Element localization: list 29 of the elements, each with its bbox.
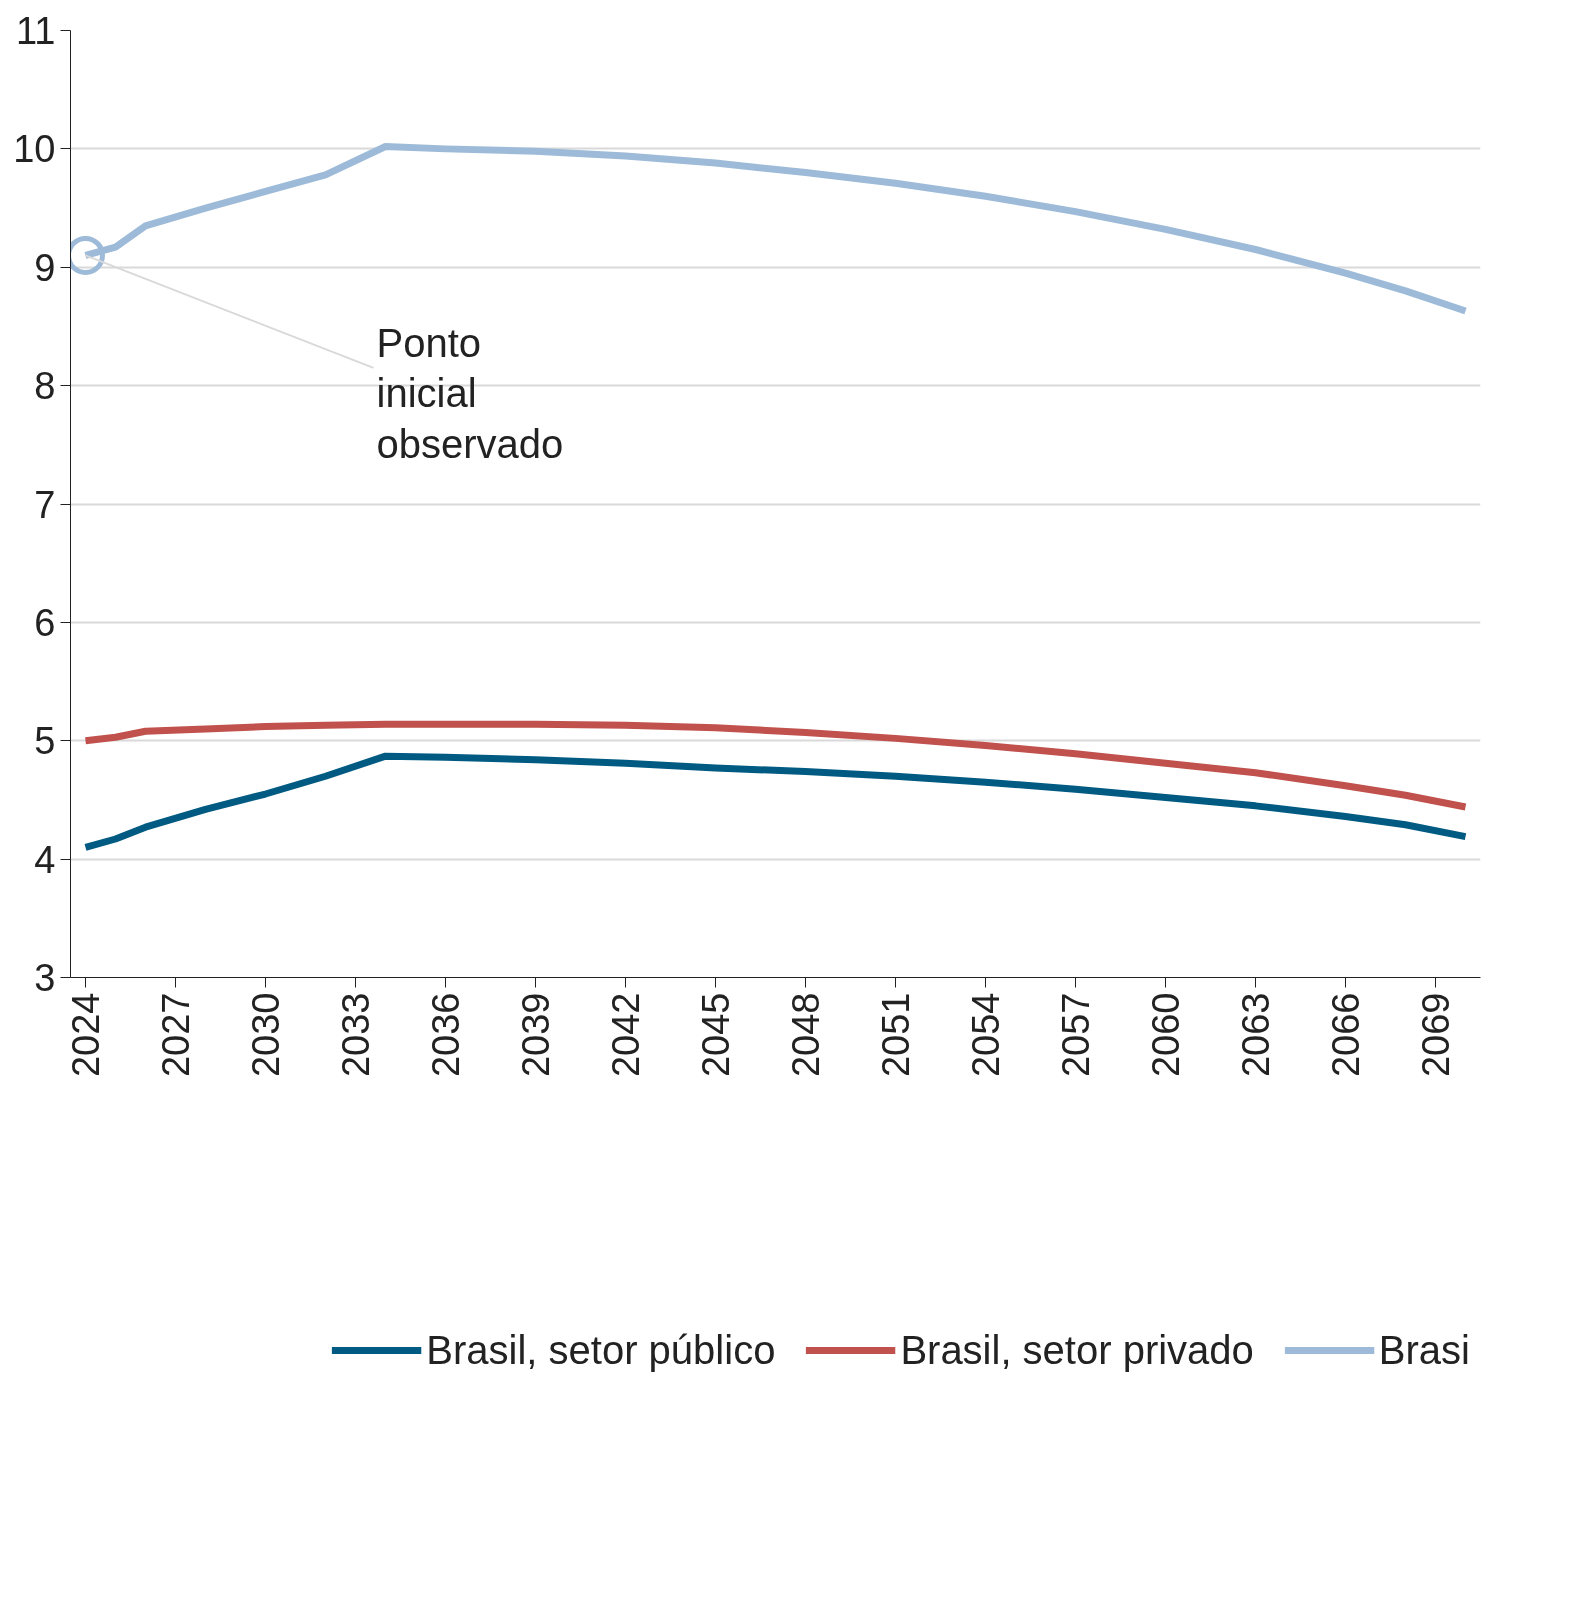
annotation: Ponto inicial observado [376, 320, 564, 466]
legend-label: Brasil, setor privado [900, 1327, 1254, 1373]
x-tick-label: 2060 [1145, 992, 1187, 1078]
y-tick-label: 8 [34, 365, 56, 408]
y-tick-label: 3 [34, 957, 56, 999]
x-tick-label: 2063 [1235, 992, 1277, 1078]
x-tick-label: 2057 [1055, 992, 1097, 1078]
y-tick-label: 11 [16, 10, 56, 52]
x-tick-label: 2033 [335, 992, 377, 1078]
y-tick-label: 7 [34, 483, 56, 526]
x-tick-label: 2036 [425, 992, 467, 1078]
x-tick-label: 2027 [155, 992, 197, 1078]
y-tick-label: 10 [13, 128, 56, 171]
y-tick-label: 6 [34, 601, 56, 644]
y-tick-label: 4 [34, 838, 56, 881]
x-tick-label: 2045 [695, 992, 737, 1078]
x-tick-label: 2051 [875, 992, 917, 1078]
x-tick-label: 2039 [515, 992, 557, 1078]
x-tick-label: 2042 [605, 992, 647, 1078]
x-tick-label: 2048 [785, 992, 827, 1078]
x-tick-label: 2066 [1325, 992, 1367, 1078]
legend-label: Brasil, setor público [426, 1327, 776, 1373]
x-tick-label: 2030 [245, 992, 287, 1078]
y-tick-label: 5 [34, 720, 56, 763]
x-tick-label: 2054 [965, 992, 1007, 1078]
x-tick-label: 2024 [65, 992, 107, 1078]
x-tick-label: 2069 [1415, 992, 1457, 1078]
y-tick-label: 9 [34, 246, 56, 289]
legend-label: Brasi [1378, 1327, 1470, 1373]
